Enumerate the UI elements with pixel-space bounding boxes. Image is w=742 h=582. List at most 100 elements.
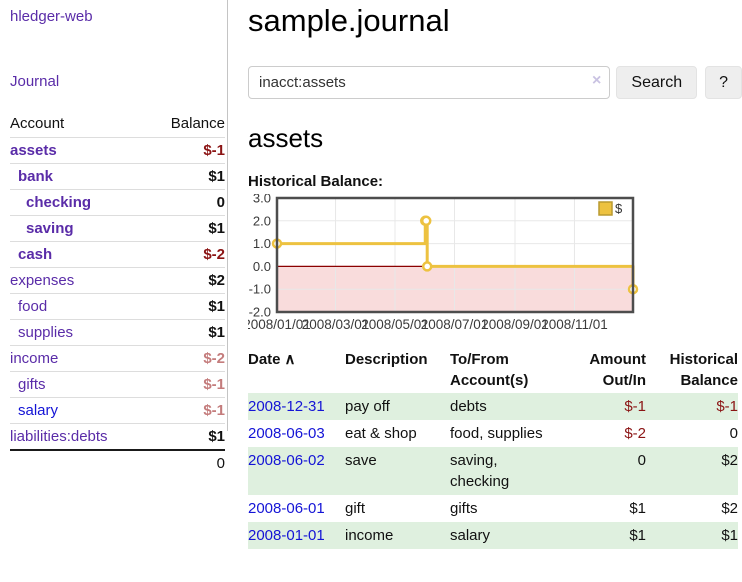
account-balance: $1 bbox=[148, 163, 225, 190]
app-brand-link[interactable]: hledger-web bbox=[10, 8, 93, 25]
account-link[interactable]: gifts bbox=[18, 376, 46, 393]
transaction-description: save bbox=[345, 452, 377, 469]
account-balance: $-2 bbox=[148, 241, 225, 268]
y-tick-label: 1.0 bbox=[253, 236, 271, 251]
chart-svg: $3.0 2.0 1.0 0.0 -1.0 -2.02008/01/012008/03/0… bbox=[248, 194, 639, 330]
transaction-accounts: food, supplies bbox=[450, 425, 543, 442]
legend-label: $ bbox=[615, 201, 623, 216]
register-header-balance: Historical Balance bbox=[669, 351, 738, 389]
account-row: cash $-2 bbox=[10, 241, 225, 268]
chart-title: Historical Balance: bbox=[248, 173, 384, 190]
account-link[interactable]: assets bbox=[10, 142, 57, 159]
account-balance: $1 bbox=[148, 423, 225, 450]
account-balance: $-1 bbox=[148, 397, 225, 424]
x-tick-label: 2008/01/01 bbox=[248, 317, 311, 330]
y-tick-label: 0.0 bbox=[253, 259, 271, 274]
x-tick-label: 2008/07/01 bbox=[421, 317, 489, 330]
historical-balance-chart: $3.0 2.0 1.0 0.0 -1.0 -2.0 2008/01/01 2008/03/0… bbox=[248, 194, 742, 330]
transaction-accounts: salary bbox=[450, 527, 491, 544]
account-link[interactable]: checking bbox=[26, 194, 92, 211]
account-row: assets $-1 bbox=[10, 137, 225, 164]
transaction-amount: 0 bbox=[637, 452, 646, 469]
transaction-accounts: saving, checking bbox=[450, 452, 510, 490]
account-link[interactable]: supplies bbox=[18, 324, 74, 341]
transaction-amount: $1 bbox=[629, 527, 646, 544]
x-tick-label: 2008/03/01 bbox=[302, 317, 370, 330]
account-row: food $1 bbox=[10, 293, 225, 320]
transaction-accounts: debts bbox=[450, 398, 487, 415]
transaction-amount: $-2 bbox=[624, 425, 646, 442]
account-row: gifts $-1 bbox=[10, 371, 225, 398]
search-input[interactable] bbox=[248, 66, 611, 99]
accounts-header-account: Account bbox=[10, 115, 65, 132]
register-row: 2008-01-01 income salary $1 $1 bbox=[248, 522, 738, 549]
sidebar-item-journal[interactable]: Journal bbox=[10, 73, 60, 90]
page-title: sample.journal bbox=[248, 3, 450, 38]
register-header-description: Description bbox=[345, 351, 428, 368]
account-balance: $1 bbox=[148, 319, 225, 346]
account-link[interactable]: expenses bbox=[10, 272, 75, 289]
register-header-row: Date ∧ Description To/From Account(s) Amo… bbox=[248, 347, 738, 393]
transaction-date-link[interactable]: 2008-06-01 bbox=[248, 500, 325, 517]
register-header-accounts: To/From Account(s) bbox=[450, 351, 529, 389]
x-tick-label: 2008/09/01 bbox=[481, 317, 549, 330]
x-tick-label: 2008/11/01 bbox=[541, 317, 608, 330]
data-point-marker bbox=[420, 215, 432, 227]
register-row: 2008-06-02 save saving, checking 0 $2 bbox=[248, 447, 738, 495]
account-link[interactable]: cash bbox=[18, 246, 53, 263]
sidebar: hledger-web Journal Account Balance asse… bbox=[0, 0, 228, 549]
account-row: checking 0 bbox=[10, 189, 225, 216]
account-link[interactable]: income bbox=[10, 350, 59, 367]
account-link[interactable]: saving bbox=[26, 220, 74, 237]
accounts-body: assets $-1 bank $1 checking 0 saving $1 cash $-2 e… bbox=[10, 137, 225, 450]
page: hledger-web Journal Account Balance asse… bbox=[0, 0, 742, 549]
account-link[interactable]: bank bbox=[18, 168, 54, 185]
register-row: 2008-12-31 pay off debts $-1 $-1 bbox=[248, 393, 738, 420]
register-header-amount: Amount Out/In bbox=[589, 351, 646, 389]
accounts-table: Account Balance assets $-1 bank $1 checking 0… bbox=[10, 111, 225, 476]
account-row: income $-2 bbox=[10, 345, 225, 372]
transaction-balance: $2 bbox=[721, 452, 738, 469]
register-table: Date ∧ Description To/From Account(s) Amo… bbox=[248, 347, 738, 549]
accounts-header-balance: Balance bbox=[170, 115, 225, 132]
transaction-date-link[interactable]: 2008-06-03 bbox=[248, 425, 325, 442]
accounts-total-value: 0 bbox=[148, 449, 225, 476]
transaction-balance: $1 bbox=[721, 527, 738, 544]
transaction-description: eat & shop bbox=[345, 425, 417, 442]
x-tick-label: 2008/05/01 bbox=[361, 317, 429, 330]
clear-search-icon[interactable]: × bbox=[592, 72, 602, 89]
account-heading: assets bbox=[248, 123, 324, 153]
account-link[interactable]: salary bbox=[18, 402, 59, 419]
transaction-description: pay off bbox=[345, 398, 390, 415]
account-balance: $1 bbox=[148, 215, 225, 242]
account-balance: 0 bbox=[148, 189, 225, 216]
account-balance: $-1 bbox=[148, 137, 225, 164]
register-row: 2008-06-01 gift gifts $1 $2 bbox=[248, 495, 738, 522]
account-balance: $-2 bbox=[148, 345, 225, 372]
register-header-date[interactable]: Date ∧ bbox=[248, 351, 296, 368]
transaction-date-link[interactable]: 2008-12-31 bbox=[248, 398, 325, 415]
legend-swatch bbox=[598, 201, 613, 216]
search-button[interactable]: Search bbox=[616, 66, 698, 99]
search-help-button[interactable]: ? bbox=[705, 66, 742, 99]
transaction-amount: $-1 bbox=[624, 398, 646, 415]
transaction-balance: 0 bbox=[729, 425, 738, 442]
account-row: expenses $2 bbox=[10, 267, 225, 294]
account-balance: $-1 bbox=[148, 371, 225, 398]
y-tick-label: -1.0 bbox=[249, 282, 271, 297]
account-row: liabilities:debts $1 bbox=[10, 423, 225, 450]
transaction-description: income bbox=[345, 527, 394, 544]
transaction-balance: $-1 bbox=[716, 398, 738, 415]
y-tick-label: 3.0 bbox=[253, 194, 271, 206]
register-body: 2008-12-31 pay off debts $-1 $-1 2008-06-03 ea… bbox=[248, 393, 738, 549]
account-row: bank $1 bbox=[10, 163, 225, 190]
account-link[interactable]: liabilities:debts bbox=[10, 428, 108, 445]
accounts-total-row: 0 bbox=[10, 449, 225, 476]
transaction-date-link[interactable]: 2008-06-02 bbox=[248, 452, 325, 469]
account-row: supplies $1 bbox=[10, 319, 225, 346]
y-tick-label: 2.0 bbox=[253, 213, 271, 228]
transaction-accounts: gifts bbox=[450, 500, 478, 517]
account-link[interactable]: food bbox=[18, 298, 48, 315]
main-panel: sample.journal × Search ? assets Histori… bbox=[248, 0, 742, 549]
transaction-date-link[interactable]: 2008-01-01 bbox=[248, 527, 325, 544]
